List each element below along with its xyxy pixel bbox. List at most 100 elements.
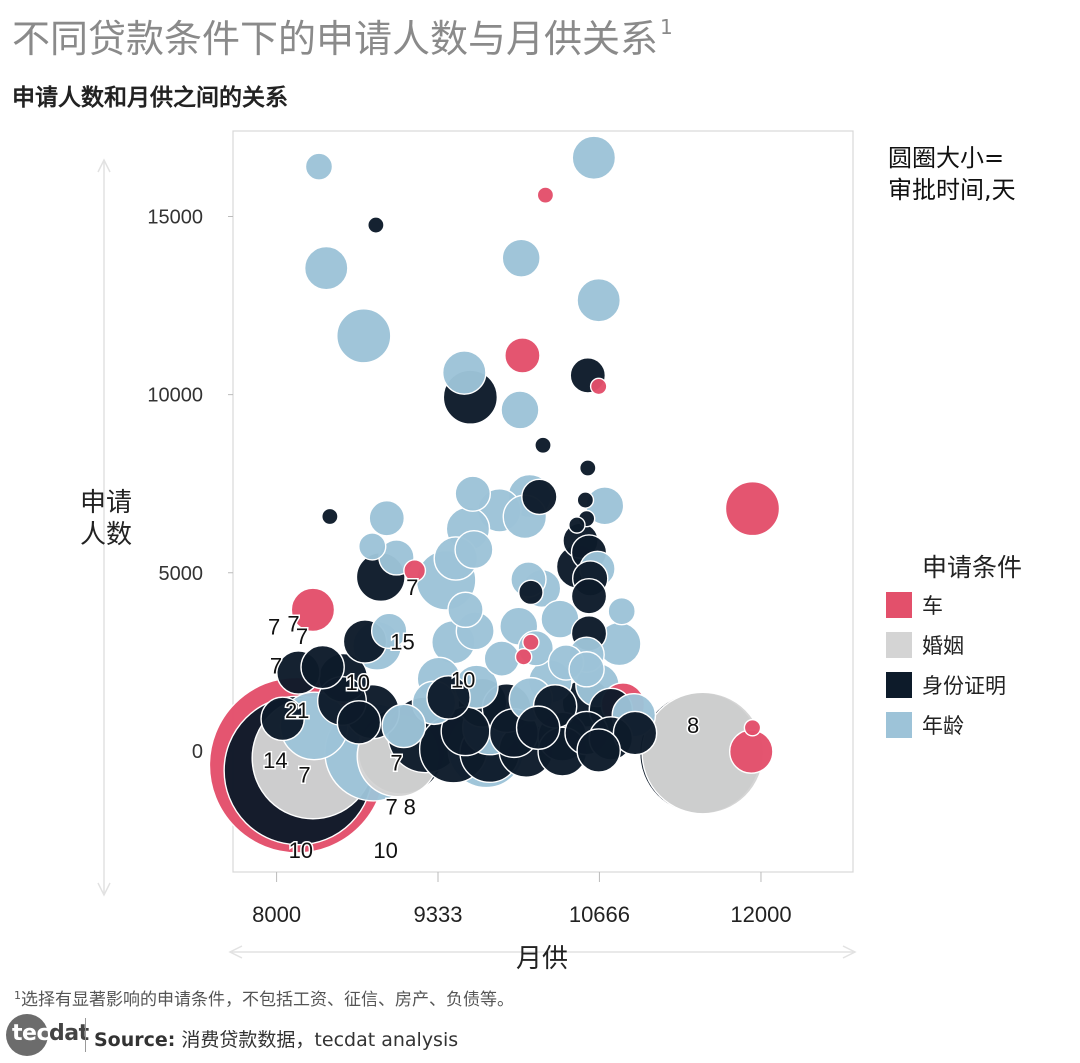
y-axis-label-line1: 申请 [80, 488, 133, 518]
y-tick-label: 15000 [147, 207, 203, 229]
bubble-value-label: 7 [268, 614, 280, 639]
bubble-point [743, 718, 762, 737]
bubble-point [500, 390, 540, 430]
bubble-point [534, 436, 552, 455]
bubble-value-label: 21 [285, 698, 309, 723]
x-tick-label: 8000 [252, 902, 301, 927]
bubble-point [336, 308, 392, 364]
chart-subtitle: 申请人数和月供之间的关系 [12, 85, 288, 111]
bubble-point [576, 277, 622, 323]
bubble-value-label: 7 [406, 575, 418, 600]
bubble-point [303, 245, 349, 291]
bubble-value-label: 7 [270, 654, 282, 679]
bubble-point [515, 705, 561, 751]
y-axis-label: 申请 人数 [80, 487, 132, 551]
bubble-point [447, 591, 484, 629]
bubble-point [536, 186, 555, 204]
x-tick-label: 10666 [569, 902, 630, 927]
bubble-point [521, 478, 558, 516]
legend-item-age: 年龄 [886, 711, 964, 739]
bubble-point [568, 516, 586, 534]
bubble-point [290, 587, 336, 633]
bubble-point [504, 337, 541, 374]
bubble-point [522, 633, 540, 652]
legend-title: 申请条件 [922, 553, 1023, 582]
footnote: 1选择有显著影响的申请条件，不包括工资、征信、房产、负债等。 [14, 989, 514, 1010]
tecdat-logo: tecdat [6, 1014, 89, 1056]
bubble-point [570, 578, 608, 615]
bubble-point [304, 152, 334, 181]
bubble-value-label: 10 [373, 838, 397, 863]
bubble-point [576, 728, 622, 773]
bubble-point [607, 597, 636, 626]
legend-label-age: 年龄 [922, 714, 964, 738]
bubble-point [441, 350, 487, 395]
bubble-value-label: 8 [404, 794, 416, 819]
size-note: 圆圈大小= 审批时间,天 [888, 142, 1016, 206]
bubble-point [612, 710, 658, 756]
legend-label-id-proof: 身份证明 [922, 674, 1006, 698]
y-tick-label: 0 [192, 741, 203, 763]
bubble-value-label: 7 [287, 612, 299, 637]
bubble-point [724, 480, 781, 537]
legend-item-marriage: 婚姻 [886, 631, 964, 659]
bubble-value-label: 14 [263, 748, 287, 773]
bubble-point [367, 216, 385, 234]
legend-label-car: 车 [922, 594, 943, 618]
y-axis-label-line2: 人数 [80, 520, 133, 550]
legend-item-id-proof: 身份证明 [886, 671, 1006, 699]
x-axis-arrow-head-left [228, 945, 243, 959]
bubble-point [454, 529, 494, 570]
bubble-point [260, 696, 305, 742]
bubble-value-label: 7 [298, 763, 310, 788]
logo-text: tecdat [12, 1021, 89, 1046]
y-tick-label: 5000 [159, 563, 204, 585]
legend-swatch-age [886, 712, 912, 738]
legend-item-car: 车 [886, 591, 943, 619]
bubble-value-label: 8 [687, 713, 699, 738]
bubble-value-label: 10 [451, 667, 475, 692]
bubble-point [568, 651, 605, 688]
bubble-point [368, 499, 406, 537]
logo-circle [6, 1014, 48, 1056]
bubble-point [336, 700, 382, 745]
bubble-value-label: 10 [345, 670, 369, 695]
bubble-value-label: 10 [289, 838, 313, 863]
x-axis-label: 月供 [516, 944, 569, 974]
legend-swatch-car [886, 592, 912, 618]
bubble-point [571, 135, 617, 181]
legend-swatch-id-proof [886, 672, 912, 698]
bubble-point [403, 559, 427, 583]
size-note-line1: 圆圈大小= [888, 144, 1005, 172]
legend-swatch-marriage [886, 632, 912, 658]
x-tick-label: 12000 [730, 902, 791, 927]
bubble-point [518, 579, 544, 606]
bubble-point [576, 491, 595, 509]
page-title: 不同贷款条件下的申请人数与月供关系 1 [12, 15, 673, 61]
legend-label-marriage: 婚姻 [922, 634, 964, 658]
bubble-point [454, 475, 492, 512]
bubble-point [579, 459, 597, 477]
source-divider [85, 1018, 86, 1052]
bubble-value-label: 15 [390, 629, 414, 654]
size-note-line2: 审批时间,天 [888, 176, 1016, 204]
bubble-point [300, 644, 345, 690]
bubble-point [589, 377, 608, 396]
source-line: Source: 消费贷款数据，tecdat analysis [94, 1029, 459, 1051]
x-tick-label: 9333 [414, 902, 463, 927]
bubble-point [381, 703, 427, 749]
bubble-point [483, 640, 521, 677]
bubble-point [321, 507, 339, 526]
bubble-value-label: 7 [390, 750, 402, 775]
y-tick-label: 10000 [147, 385, 203, 407]
bubble-point [358, 532, 387, 561]
x-axis-arrow-head-right [842, 945, 857, 959]
y-axis-arrow-head-top [97, 158, 111, 173]
bubble-point [370, 612, 408, 650]
bubble-value-label: 7 [296, 624, 308, 649]
bubble-point [426, 675, 471, 720]
bubble-point [514, 648, 533, 666]
bubble-value-label: 7 [386, 794, 398, 819]
bubble-point [728, 729, 774, 774]
